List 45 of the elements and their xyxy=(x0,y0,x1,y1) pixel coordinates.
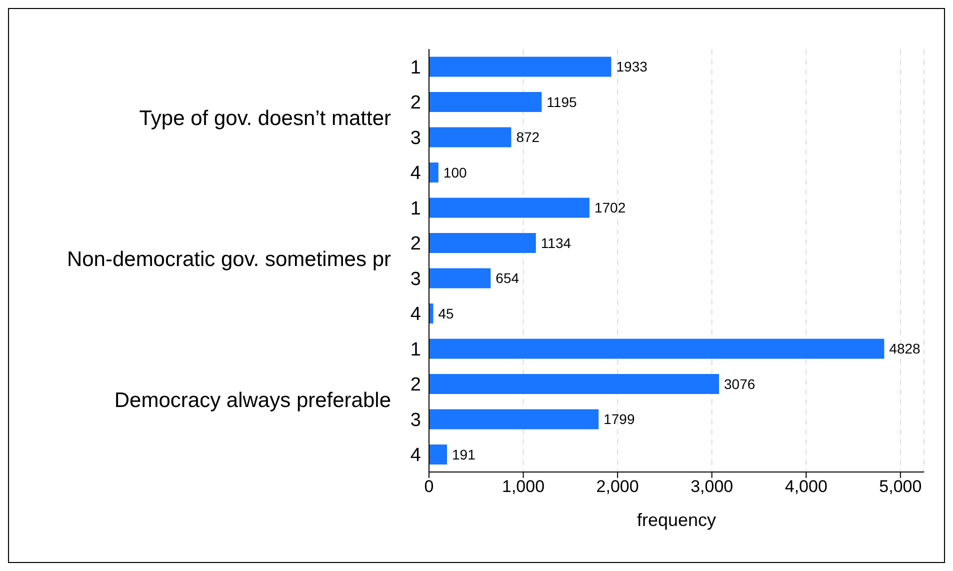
y-tick-label: 2 xyxy=(410,92,421,114)
bar xyxy=(429,409,599,430)
x-tick-label: 1,000 xyxy=(502,477,545,496)
y-tick-label: 2 xyxy=(410,374,421,396)
data-label: 45 xyxy=(438,305,454,322)
y-tick-label: 1 xyxy=(410,198,421,220)
x-tick-label: 5,000 xyxy=(879,477,922,496)
text: Type of gov. doesn’t matter xyxy=(139,106,391,130)
y-tick-label: 1 xyxy=(410,339,421,360)
data-label: 872 xyxy=(516,129,540,146)
bar xyxy=(429,444,448,465)
data-label: 654 xyxy=(496,270,520,286)
bar xyxy=(429,233,536,254)
data-label: 1933 xyxy=(616,58,648,75)
x-axis-title: frequency xyxy=(636,510,716,530)
bar xyxy=(429,338,884,359)
data-label: 1134 xyxy=(540,234,572,251)
data-label: 3076 xyxy=(724,376,756,392)
x-tick-label: 3,000 xyxy=(690,477,734,496)
data-label: 191 xyxy=(452,446,476,462)
bar xyxy=(429,198,590,218)
bar xyxy=(429,268,491,288)
x-tick-label: 4,000 xyxy=(784,477,828,496)
data-label: 1799 xyxy=(604,411,635,428)
y-tick-label: 2 xyxy=(410,234,421,255)
text: Democracy always preferable xyxy=(114,388,391,412)
y-tick-label: 3 xyxy=(410,128,421,149)
y-tick-label: 4 xyxy=(410,163,422,184)
y-tick-label: 1 xyxy=(410,57,421,78)
x-tick-label: 2,000 xyxy=(596,477,639,496)
bar xyxy=(429,127,512,148)
data-label: 100 xyxy=(443,164,467,180)
bar xyxy=(429,162,438,183)
bar xyxy=(429,56,612,77)
data-label: 4828 xyxy=(889,340,921,357)
data-label: 1702 xyxy=(594,200,626,216)
y-tick-label: 3 xyxy=(410,410,421,431)
x-tick-label: 0 xyxy=(424,477,434,496)
text: Non-democratic gov. sometimes pr xyxy=(66,248,391,272)
y-tick-label: 4 xyxy=(410,304,422,326)
y-tick-label: 4 xyxy=(410,445,422,466)
bar xyxy=(429,374,720,394)
y-tick-label: 3 xyxy=(410,268,421,290)
bar xyxy=(429,92,542,112)
data-label: 1195 xyxy=(546,94,577,110)
